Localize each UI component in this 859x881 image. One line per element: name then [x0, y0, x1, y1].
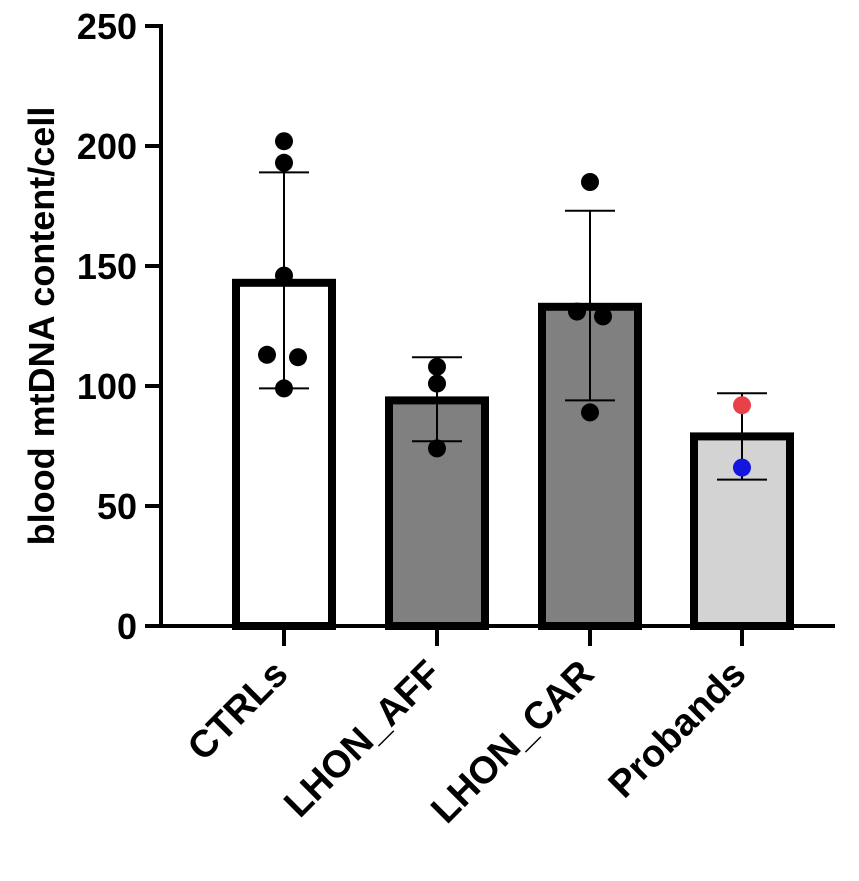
y-tick-label: 0 [117, 606, 137, 647]
x-category-label: LHON_CAR [423, 653, 602, 832]
y-tick-label: 100 [77, 366, 137, 407]
data-point [733, 396, 751, 415]
data-point [275, 379, 293, 398]
x-category-label: Probands [601, 653, 755, 807]
data-point [733, 458, 751, 477]
y-tick-label: 250 [77, 6, 137, 47]
data-point [428, 439, 446, 458]
data-point [275, 266, 293, 285]
y-tick-label: 150 [77, 246, 137, 287]
data-point [581, 173, 599, 191]
y-tick-label: 200 [77, 126, 137, 167]
data-point [581, 403, 599, 422]
x-category-label: LHON_AFF [276, 653, 449, 826]
y-tick-label: 50 [97, 486, 137, 527]
y-axis: 0 50 100 150 200 250 [77, 6, 163, 647]
x-category-label: CTRLs [180, 653, 296, 769]
data-point [275, 132, 293, 151]
data-point [289, 348, 307, 367]
data-point [275, 153, 293, 172]
data-point [258, 345, 276, 364]
y-axis-label: blood mtDNA content/cell [21, 107, 62, 546]
bars [232, 132, 794, 630]
data-point [594, 307, 612, 326]
data-point [568, 302, 586, 321]
data-point [428, 374, 446, 393]
data-point [428, 357, 446, 376]
